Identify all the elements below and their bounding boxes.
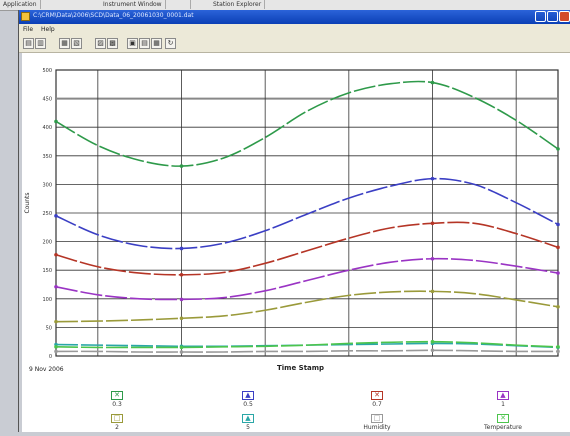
- legend-square-icon[interactable]: □: [371, 414, 383, 423]
- data-point: [556, 349, 560, 354]
- series-line-1: [55, 257, 559, 301]
- copy-icon[interactable]: ▩: [107, 38, 118, 49]
- taskbar-item-blank[interactable]: [178, 0, 191, 9]
- legend-triangle-icon[interactable]: ▲: [497, 391, 509, 400]
- legend-label: 0.7: [372, 401, 382, 408]
- y-tick-label: 350: [42, 154, 52, 160]
- menu-bar: File Help: [19, 24, 570, 36]
- y-tick-label: 100: [42, 297, 52, 303]
- y-axis-label: Counts: [24, 193, 31, 214]
- data-point: [54, 284, 58, 289]
- legend-label: Humidity: [363, 424, 391, 431]
- series-line-humidity: [55, 349, 559, 353]
- series-line-0-5: [55, 177, 559, 250]
- data-point: [430, 80, 435, 85]
- data-point: [430, 348, 435, 353]
- taskbar-item-station-explorer[interactable]: Station Explorer: [210, 0, 266, 9]
- data-point: [556, 222, 560, 227]
- y-tick-label: 50: [46, 325, 52, 331]
- x-axis-label: Time Stamp: [277, 364, 325, 372]
- maximize-button[interactable]: [547, 11, 558, 22]
- window-titlebar[interactable]: C:\CRM\Data\2006\SCD\Data_06_20061030_00…: [19, 10, 570, 24]
- series-line-0-7: [55, 221, 559, 276]
- data-point: [179, 272, 184, 277]
- legend-triangle-icon[interactable]: ▲: [242, 391, 254, 400]
- grid-toggle-icon[interactable]: ▤: [139, 38, 150, 49]
- legend-square-icon[interactable]: □: [111, 414, 123, 423]
- menu-file[interactable]: File: [23, 26, 34, 33]
- data-point: [556, 345, 560, 349]
- cut-icon[interactable]: ▨: [95, 38, 106, 49]
- y-tick-label: 400: [42, 125, 52, 131]
- refresh-icon[interactable]: ↻: [165, 38, 176, 49]
- data-point: [179, 345, 184, 350]
- legend-label: 0.3: [112, 401, 122, 408]
- data-point: [54, 119, 58, 124]
- data-point: [179, 297, 184, 302]
- legend-label: Temperature: [483, 424, 523, 431]
- minimize-button[interactable]: [535, 11, 546, 22]
- data-point: [179, 164, 184, 168]
- y-tick-label: 300: [42, 182, 52, 188]
- y-tick-label: 200: [42, 240, 52, 246]
- data-point: [556, 271, 560, 275]
- open-icon[interactable]: ▤: [23, 38, 34, 49]
- data-point: [430, 339, 435, 344]
- data-point: [430, 289, 435, 294]
- legend-x-mark-icon[interactable]: ✕: [111, 391, 123, 400]
- data-point: [54, 214, 58, 218]
- y-tick-label: 500: [42, 68, 52, 74]
- legend-label: 5: [246, 424, 250, 431]
- toolbar: ▤ ▥ ▦ ▧ ▨ ▩ ▣ ▤ ▦ ↻: [19, 36, 570, 53]
- legend-label: 1: [501, 401, 505, 408]
- print-icon[interactable]: ▦: [59, 38, 70, 49]
- close-button[interactable]: [559, 11, 570, 22]
- data-point: [556, 305, 560, 309]
- series-line-2: [55, 290, 559, 323]
- y-tick-label: 450: [42, 97, 52, 103]
- series-line-0-3: [55, 80, 559, 167]
- taskbar-item-application[interactable]: Application: [0, 0, 41, 9]
- data-point: [54, 319, 58, 324]
- window-title: C:\CRM\Data\2006\SCD\Data_06_20061030_00…: [33, 12, 194, 19]
- save-icon[interactable]: ▥: [35, 38, 46, 49]
- series-line-temperature: [55, 340, 559, 349]
- application-window: C:\CRM\Data\2006\SCD\Data_06_20061030_00…: [18, 10, 570, 432]
- data-point: [430, 221, 435, 226]
- app-icon: [21, 12, 30, 21]
- data-point: [556, 245, 560, 250]
- data-point: [54, 349, 58, 354]
- y-tick-label: 150: [42, 268, 52, 274]
- line-chart: 0 50 100 150 200 250 300 350 400 450 500 Counts: [24, 68, 560, 360]
- data-point: [54, 252, 58, 257]
- data-point: [179, 246, 184, 251]
- legend-label: 0.5: [243, 401, 253, 408]
- data-point: [430, 176, 435, 181]
- y-tick-label: 250: [42, 211, 52, 217]
- chart-panel: 0 50 100 150 200 250 300 350 400 450 500 Counts 9 …: [19, 53, 570, 432]
- print-preview-icon[interactable]: ▧: [71, 38, 82, 49]
- data-point: [430, 256, 435, 261]
- menu-help[interactable]: Help: [41, 26, 55, 33]
- data-point: [54, 345, 58, 349]
- data-point: [179, 350, 184, 354]
- legend-x-mark-icon[interactable]: ✕: [371, 391, 383, 400]
- chart-zoom-icon[interactable]: ▣: [127, 38, 138, 49]
- legend-x-mark-icon[interactable]: ✕: [497, 414, 509, 423]
- legend-label: 2: [115, 424, 119, 431]
- date-label: 9 Nov 2006: [29, 366, 64, 373]
- taskbar-item-instrument-window[interactable]: Instrument Window: [100, 0, 166, 9]
- data-point: [179, 316, 184, 321]
- legend-triangle-icon[interactable]: ▲: [242, 414, 254, 423]
- data-point: [556, 147, 560, 151]
- y-tick-label: 0: [49, 354, 52, 360]
- table-view-icon[interactable]: ▦: [151, 38, 162, 49]
